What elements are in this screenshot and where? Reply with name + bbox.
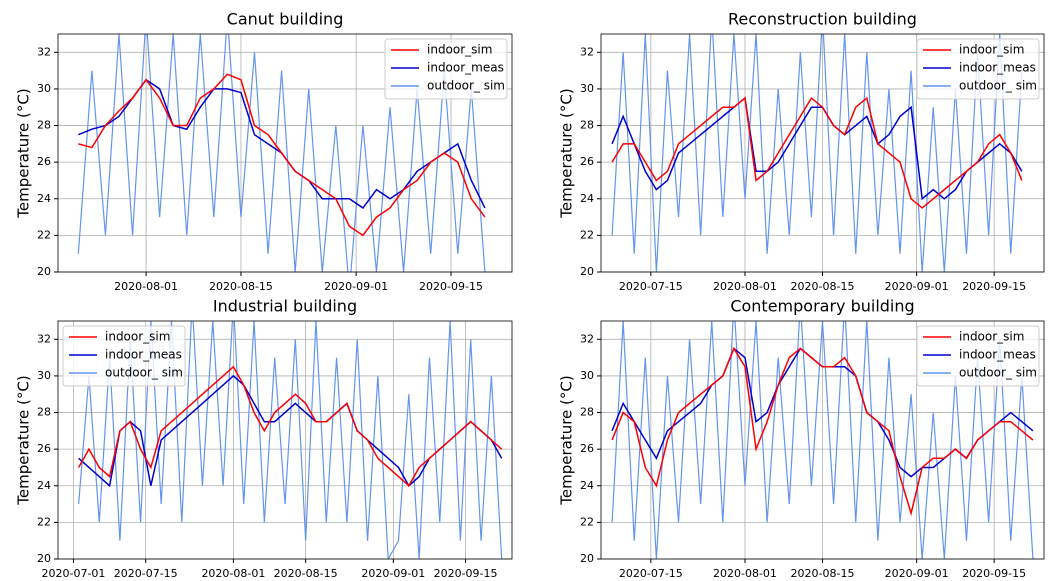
series-line [611,321,1034,559]
x-tick-label: 2020-09-15 [962,567,1026,580]
legend-label: indoor_meas [959,61,1036,75]
legend-box [916,38,1040,100]
y-tick-label: 24 [37,479,51,492]
series-line [611,34,1023,272]
y-tick-label: 24 [580,479,594,492]
series-line [611,96,1023,201]
legend-box [62,325,186,387]
y-tick-label: 24 [37,192,51,205]
x-tick-label: 2020-08-01 [114,280,178,293]
x-tick-label: 2020-07-15 [114,567,178,580]
y-tick-label: 32 [37,45,51,58]
series-line [77,365,503,487]
legend: indoor_sim indoor_meas outdoor_ sim [62,325,186,387]
y-tick-label: 30 [37,82,51,95]
plot-lines [611,321,1034,559]
x-tick-label: 2020-08-15 [791,280,855,293]
legend-label: indoor_sim [959,43,1024,57]
series-line [78,73,486,237]
subplot: 20 22 24 26 28 30 32 2020-07-15 2020-08-01 2020-0… [558,10,1045,293]
chart-title: Reconstruction building [728,10,917,29]
y-tick-label: 28 [37,119,51,132]
y-tick-label: 20 [37,265,51,278]
x-tick-label: 2020-08-15 [209,280,273,293]
legend-box [384,38,508,100]
y-tick-label: 32 [580,332,594,345]
y-tick-label: 28 [37,406,51,419]
legend-label: outdoor_ sim [959,366,1037,380]
legend-label: indoor_sim [959,330,1024,344]
series-line [611,96,1023,209]
plot-lines [611,34,1023,272]
x-tick-label: 2020-09-01 [361,567,425,580]
y-tick-label: 20 [37,552,51,565]
y-axis-label: Temperature (°C) [558,375,576,505]
chart-title: Canut building [227,10,344,29]
y-tick-label: 28 [580,406,594,419]
y-tick-label: 22 [580,228,594,241]
y-tick-label: 26 [37,155,51,168]
y-tick-label: 26 [580,442,594,455]
legend-label: outdoor_ sim [959,79,1037,93]
y-tick-label: 22 [37,228,51,241]
x-tick-label: 2020-09-01 [885,280,949,293]
x-tick-label: 2020-09-15 [962,280,1026,293]
x-tick-label: 2020-07-15 [619,280,683,293]
legend-label: indoor_meas [427,61,504,75]
x-tick-label: 2020-08-15 [791,567,855,580]
x-tick-label: 2020-08-01 [713,280,777,293]
y-tick-label: 32 [580,45,594,58]
chart-title: Industrial building [213,297,357,316]
x-tick-label: 2020-07-15 [619,567,683,580]
y-tick-label: 20 [580,265,594,278]
series-line [611,346,1034,517]
subplot: 20 22 24 26 28 30 32 2020-08-01 2020-08-15 2020-0… [15,10,513,293]
y-tick-label: 32 [37,332,51,345]
legend: indoor_sim indoor_meas outdoor_ sim [916,38,1040,100]
y-tick-label: 26 [37,442,51,455]
legend-box [916,325,1040,387]
axes-frame [57,320,513,560]
axes-frame [57,33,513,273]
axes-frame [600,320,1045,560]
legend-label: indoor_meas [105,348,182,362]
chart-title: Contemporary building [730,297,914,316]
y-tick-label: 30 [580,82,594,95]
x-tick-label: 2020-08-15 [274,567,338,580]
legend-label: indoor_sim [105,330,170,344]
x-tick-label: 2020-09-01 [885,567,949,580]
legend: indoor_sim indoor_meas outdoor_ sim [916,325,1040,387]
y-tick-label: 22 [37,515,51,528]
y-tick-label: 30 [580,369,594,382]
y-axis-label: Temperature (°C) [15,375,33,505]
legend-label: indoor_meas [959,348,1036,362]
legend-label: outdoor_ sim [427,79,505,93]
x-tick-label: 2020-08-01 [713,567,777,580]
y-tick-label: 30 [37,369,51,382]
x-tick-label: 2020-09-15 [419,280,483,293]
x-tick-label: 2020-08-01 [201,567,265,580]
y-tick-label: 22 [580,515,594,528]
legend-label: indoor_sim [427,43,492,57]
subplot: 20 22 24 26 28 30 32 2020-07-15 2020-08-01 2020-0… [558,297,1045,580]
legend: indoor_sim indoor_meas outdoor_ sim [384,38,508,100]
y-tick-label: 28 [580,119,594,132]
subplot: 20 22 24 26 28 30 32 2020-07-01 2020-07-15 2020-0… [15,297,513,580]
y-axis-label: Temperature (°C) [15,88,33,218]
y-tick-label: 24 [580,192,594,205]
y-axis-label: Temperature (°C) [558,88,576,218]
x-tick-label: 2020-07-01 [42,567,106,580]
axes-frame [600,33,1045,273]
y-tick-label: 20 [580,552,594,565]
legend-label: outdoor_ sim [105,366,183,380]
x-tick-label: 2020-09-15 [434,567,498,580]
y-tick-label: 26 [580,155,594,168]
x-tick-label: 2020-09-01 [324,280,388,293]
